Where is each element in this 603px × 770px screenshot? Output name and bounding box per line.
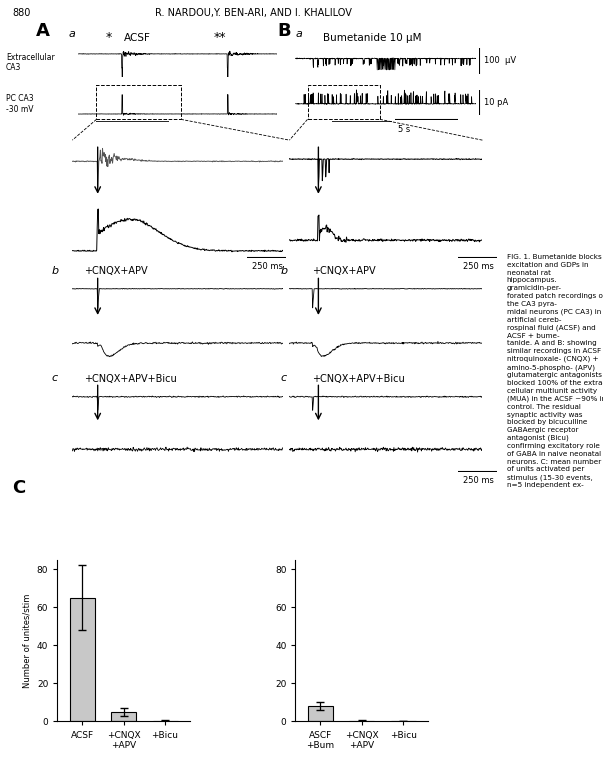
- Text: a: a: [68, 29, 75, 39]
- Text: 10 pA: 10 pA: [484, 98, 508, 107]
- Text: FIG. 1. Bumetanide blocks
excitation and GDPs in
neonatal rat
hippocampus.
grami: FIG. 1. Bumetanide blocks excitation and…: [507, 254, 603, 488]
- Bar: [111, 712, 136, 721]
- Text: R. NARDOU,Y. BEN-ARI, AND I. KHALILOV: R. NARDOU,Y. BEN-ARI, AND I. KHALILOV: [155, 8, 352, 18]
- Text: A: A: [36, 22, 50, 39]
- Text: a: a: [295, 29, 302, 39]
- Bar: [308, 706, 333, 721]
- Text: *: *: [106, 31, 112, 44]
- Bar: [70, 598, 95, 721]
- Text: +CNQX+APV+Bicu: +CNQX+APV+Bicu: [84, 374, 177, 384]
- Text: 100  μV: 100 μV: [484, 56, 516, 65]
- Text: **: **: [214, 31, 227, 44]
- Text: 5 s: 5 s: [398, 125, 410, 134]
- Text: 250 ms: 250 ms: [463, 262, 494, 271]
- Text: +CNQX+APV: +CNQX+APV: [312, 266, 376, 276]
- Text: +CNQX+APV: +CNQX+APV: [84, 266, 148, 276]
- Text: ACSF: ACSF: [124, 33, 151, 43]
- Text: b: b: [280, 266, 288, 276]
- Text: B: B: [277, 22, 291, 39]
- Text: PC CA3
-30 mV: PC CA3 -30 mV: [6, 94, 34, 114]
- Text: c: c: [51, 373, 57, 383]
- Text: Bumetanide 10 μM: Bumetanide 10 μM: [323, 33, 421, 43]
- Text: c: c: [280, 373, 286, 383]
- Text: +CNQX+APV+Bicu: +CNQX+APV+Bicu: [312, 374, 405, 384]
- Text: 880: 880: [12, 8, 30, 18]
- Text: Extracellular
CA3: Extracellular CA3: [6, 52, 55, 72]
- Y-axis label: Number of unites/stim: Number of unites/stim: [22, 594, 31, 688]
- Text: C: C: [12, 479, 25, 497]
- Text: 250 ms: 250 ms: [463, 476, 494, 485]
- Text: 250 ms: 250 ms: [252, 262, 283, 271]
- Text: b: b: [51, 266, 58, 276]
